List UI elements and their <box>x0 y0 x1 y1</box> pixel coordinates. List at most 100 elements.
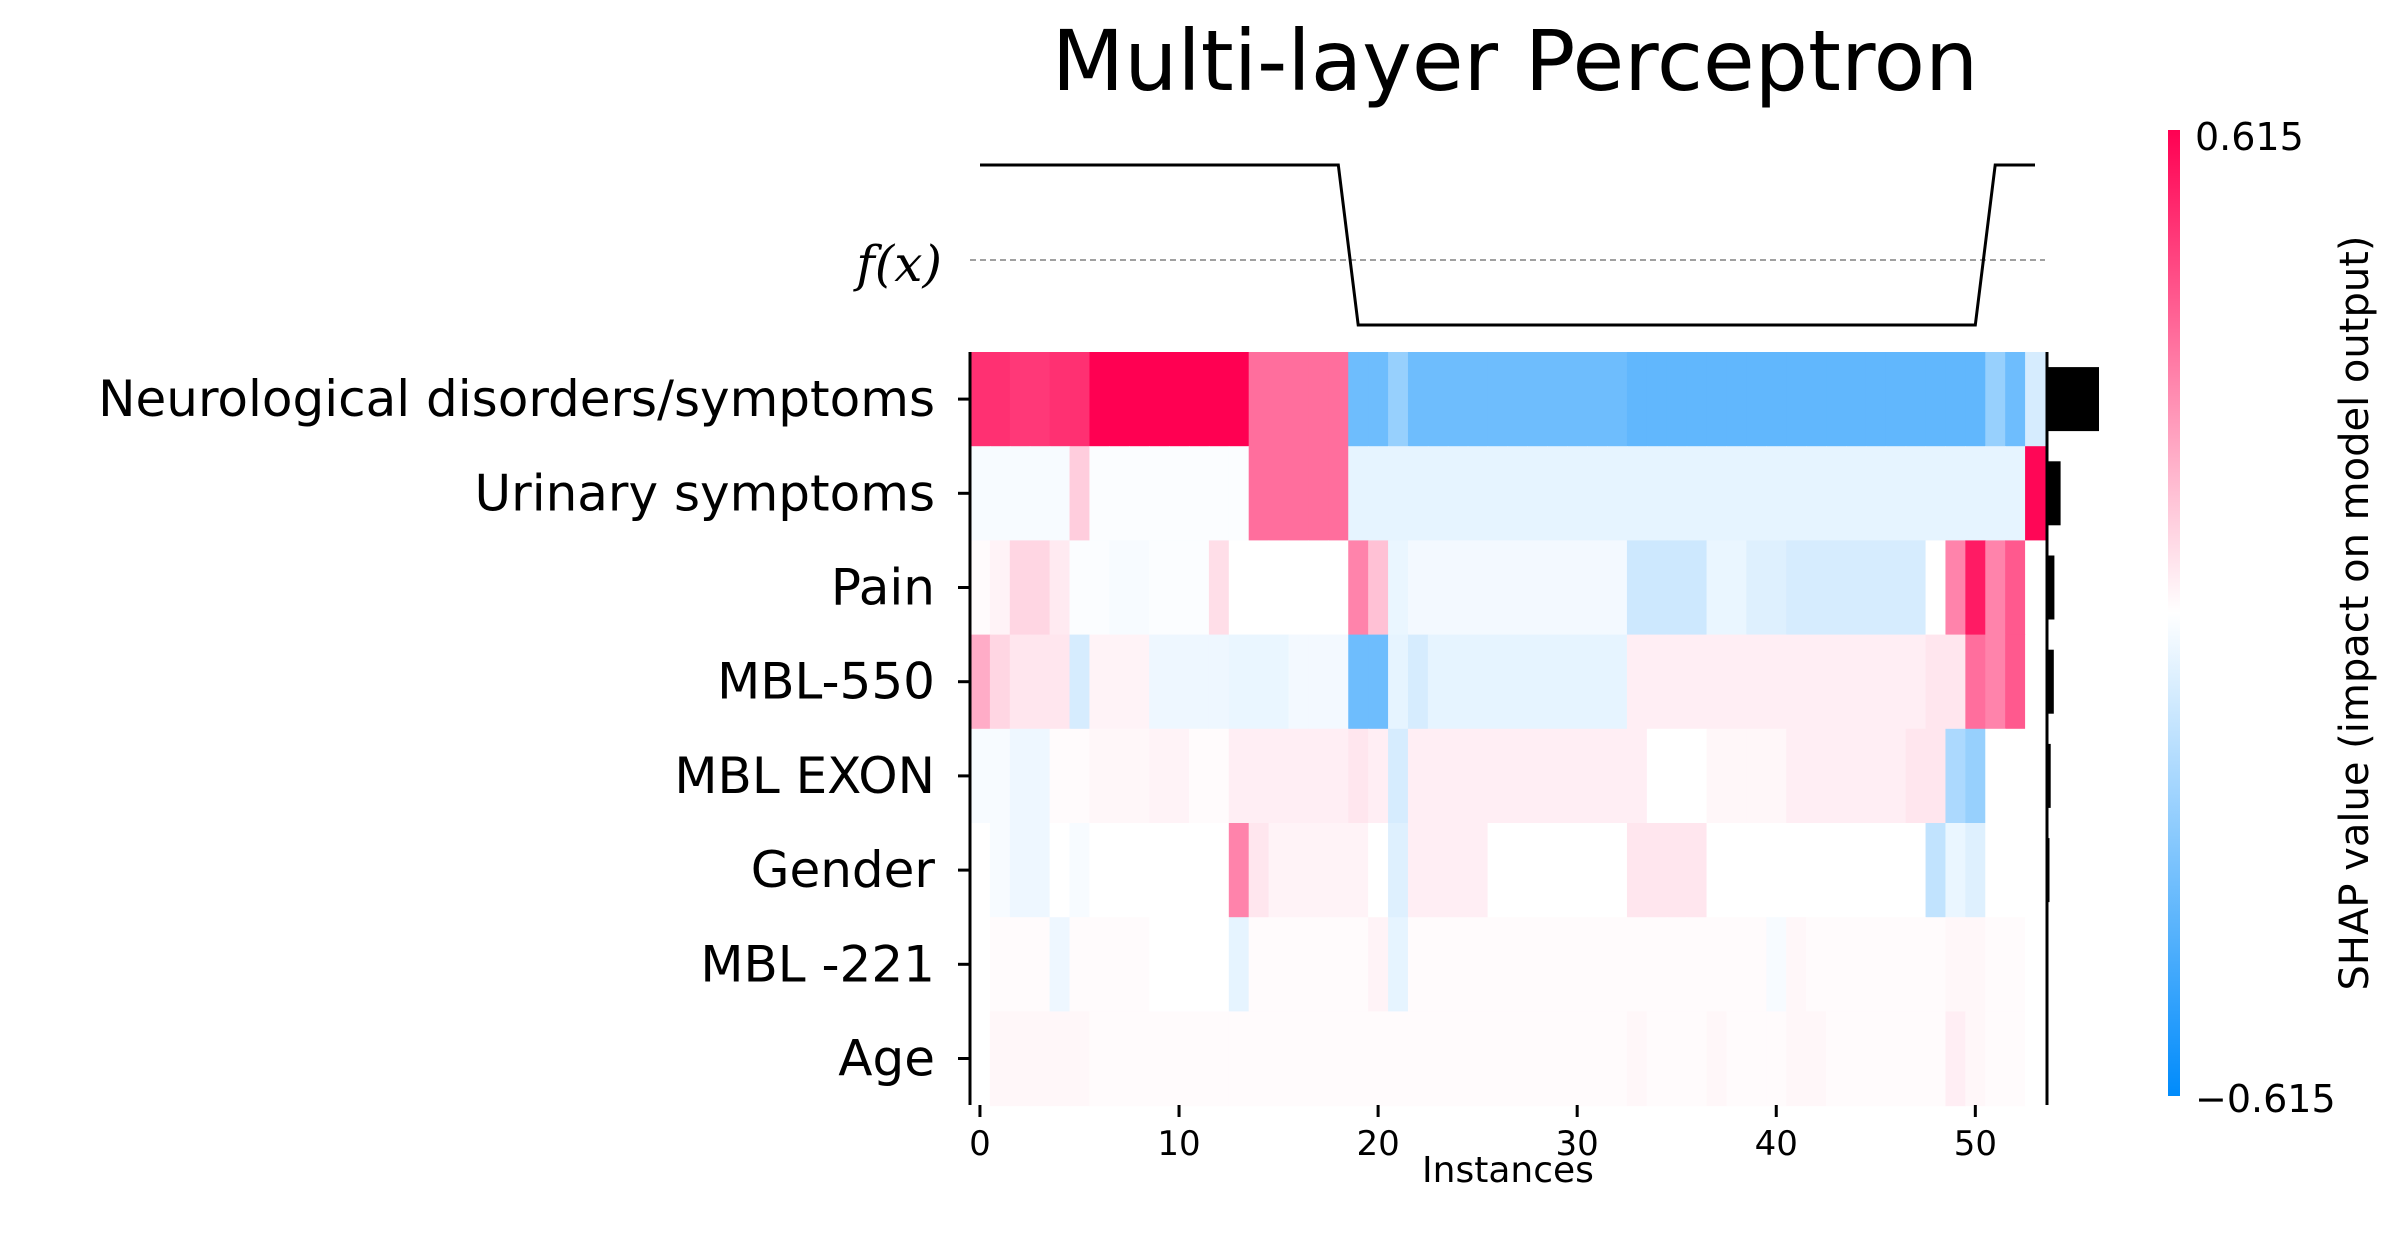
heatmap-cell <box>1029 446 1051 541</box>
heatmap-cell <box>1288 823 1310 918</box>
heatmap-cell <box>1567 823 1588 918</box>
heatmap-cell <box>1885 728 1907 824</box>
heatmap-cell <box>970 823 991 918</box>
heatmap-cell <box>1587 1011 1608 1107</box>
heatmap-cell <box>1547 917 1568 1012</box>
heatmap-cell <box>1328 634 1349 730</box>
heatmap-cell <box>1905 446 1927 541</box>
heatmap-cell <box>1766 352 1787 447</box>
heatmap-cell <box>1945 1011 1966 1107</box>
heatmap-cell <box>1009 728 1031 824</box>
heatmap-cell <box>1169 352 1190 447</box>
heatmap-cell <box>1069 728 1091 824</box>
heatmap-cell <box>1925 540 1947 636</box>
heatmap-cell <box>1766 634 1787 730</box>
heatmap-cell <box>1248 540 1270 636</box>
heatmap-cell <box>1109 917 1130 1012</box>
heatmap-cell <box>1029 728 1051 824</box>
heatmap-cell <box>1109 634 1130 730</box>
heatmap-cell <box>1766 1011 1787 1107</box>
heatmap-cell <box>2005 634 2026 730</box>
heatmap-cell <box>1069 352 1091 447</box>
heatmap-cell <box>1049 634 1071 730</box>
x-axis-ticks: 0 10 20 30 40 50 <box>969 1105 1997 1164</box>
heatmap-cell <box>1626 352 1648 447</box>
heatmap-cell <box>1746 352 1767 447</box>
heatmap-cell <box>1308 446 1329 541</box>
heatmap-cell <box>1646 446 1668 541</box>
heatmap-cell <box>989 1011 1011 1107</box>
heatmap-cell <box>1925 728 1947 824</box>
heatmap-cell <box>1407 352 1429 447</box>
heatmap-cell <box>1049 1011 1071 1107</box>
heatmap-cell <box>1607 352 1628 447</box>
heatmap-cell <box>1786 634 1807 730</box>
heatmap-cell <box>1646 917 1668 1012</box>
heatmap-cell <box>1865 540 1887 636</box>
heatmap-cell <box>1248 917 1270 1012</box>
heatmap-cell <box>1686 634 1708 730</box>
heatmap-cell <box>1328 823 1349 918</box>
colorbar-max-label: 0.615 <box>2195 115 2304 159</box>
heatmap-cell <box>1527 1011 1548 1107</box>
heatmap-cell <box>1766 728 1787 824</box>
heatmap-cell <box>1109 352 1130 447</box>
heatmap-cell <box>1547 352 1568 447</box>
feature-label: MBL EXON <box>674 747 935 805</box>
heatmap-cell <box>1248 728 1270 824</box>
heatmap-cell <box>1368 634 1389 730</box>
heatmap-cell <box>1447 352 1469 447</box>
heatmap-cell <box>1766 540 1787 636</box>
heatmap-cell <box>1169 446 1190 541</box>
heatmap-cell <box>1228 917 1250 1012</box>
heatmap-cell <box>1467 823 1489 918</box>
heatmap-cell <box>1069 1011 1091 1107</box>
heatmap-cell <box>1686 917 1708 1012</box>
heatmap-cell <box>1228 540 1250 636</box>
heatmap-cell <box>1646 352 1668 447</box>
heatmap-cell <box>1069 446 1091 541</box>
heatmap-cell <box>2025 917 2046 1012</box>
heatmap-cell <box>1447 917 1469 1012</box>
heatmap-cell <box>1069 634 1091 730</box>
heatmap-cell <box>1607 823 1628 918</box>
heatmap-cell <box>1388 917 1409 1012</box>
heatmap-cell <box>989 823 1011 918</box>
heatmap-cell <box>1009 634 1031 730</box>
heatmap-cell <box>1925 634 1947 730</box>
heatmap-cell <box>1328 446 1349 541</box>
heatmap-cell <box>1507 352 1529 447</box>
heatmap-cell <box>1308 823 1329 918</box>
heatmap-cell <box>1626 917 1648 1012</box>
heatmap-cell <box>1208 728 1230 824</box>
heatmap-cell <box>1487 446 1509 541</box>
heatmap-cell <box>1188 728 1210 824</box>
heatmap-cell <box>1865 917 1887 1012</box>
heatmap-cell <box>1826 1011 1847 1107</box>
heatmap-cell <box>1726 728 1747 824</box>
heatmap-cell <box>1746 728 1767 824</box>
heatmap-cell <box>1228 446 1250 541</box>
heatmap-cell <box>1388 823 1409 918</box>
heatmap-cell <box>1368 917 1389 1012</box>
heatmap-cell <box>1268 540 1290 636</box>
heatmap-cell <box>1786 1011 1807 1107</box>
heatmap-cell <box>1427 634 1449 730</box>
heatmap-cell <box>1129 917 1150 1012</box>
heatmap-cell <box>1965 1011 1986 1107</box>
heatmap-cell <box>1646 823 1668 918</box>
heatmap-cell <box>1547 823 1568 918</box>
heatmap-cell <box>1666 823 1688 918</box>
heatmap-cell <box>1806 540 1827 636</box>
heatmap-cell <box>1885 540 1907 636</box>
heatmap-cell <box>1686 446 1708 541</box>
heatmap-cells <box>970 352 2046 1107</box>
heatmap-cell <box>1607 446 1628 541</box>
heatmap-cell <box>1766 917 1787 1012</box>
heatmap-cell <box>1845 352 1867 447</box>
heatmap-cell <box>1228 728 1250 824</box>
heatmap-cell <box>1129 634 1150 730</box>
heatmap-cell <box>2005 446 2026 541</box>
heatmap-cell <box>2005 1011 2026 1107</box>
heatmap-cell <box>1188 917 1210 1012</box>
